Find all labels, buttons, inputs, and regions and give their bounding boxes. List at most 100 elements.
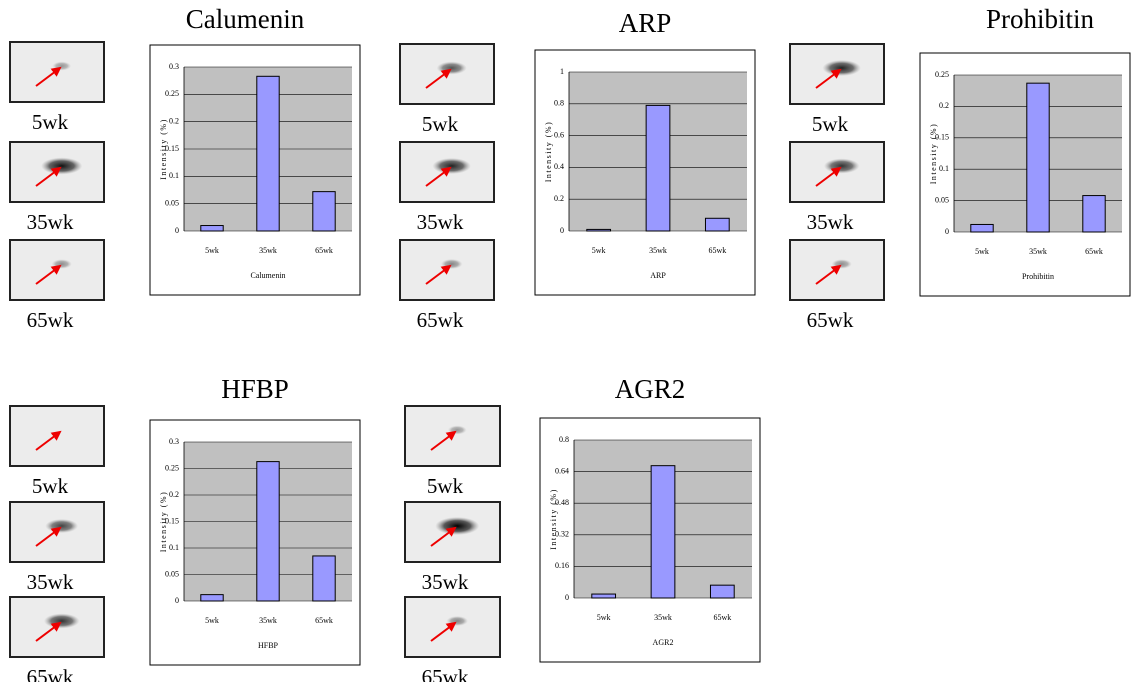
y-tick-label: 0.2 xyxy=(169,116,179,125)
y-axis-label: Intensity (%) xyxy=(549,488,558,550)
gel-spot xyxy=(832,259,852,269)
y-tick-label: 0 xyxy=(565,593,569,602)
y-tick-label: 0.1 xyxy=(169,171,179,180)
x-axis-label: AGR2 xyxy=(653,638,674,647)
bar xyxy=(1083,196,1105,232)
panel: HFBP5wk35wk65wk00.050.10.150.20.250.3Int… xyxy=(10,374,360,682)
y-axis-label: Intensity (%) xyxy=(159,491,168,553)
bar xyxy=(257,462,279,601)
bar xyxy=(592,594,616,598)
y-tick-label: 0.3 xyxy=(169,437,179,446)
y-tick-label: 0.05 xyxy=(935,195,949,204)
x-tick-label: 35wk xyxy=(654,613,672,622)
y-tick-label: 0.2 xyxy=(554,194,564,203)
x-tick-label: 35wk xyxy=(1029,247,1047,256)
gel-image xyxy=(10,42,104,102)
panel: AGR25wk35wk65wk00.160.320.480.640.8Inten… xyxy=(405,374,760,682)
bar xyxy=(257,76,279,231)
y-axis-label: Intensity (%) xyxy=(159,118,168,180)
y-tick-label: 0.6 xyxy=(554,130,564,139)
y-tick-label: 0 xyxy=(175,596,179,605)
panel: Prohibitin5wk35wk65wk00.050.10.150.20.25… xyxy=(790,4,1130,332)
x-tick-label: 5wk xyxy=(592,246,606,255)
gel-label: 5wk xyxy=(32,474,69,498)
chart-title: HFBP xyxy=(221,374,289,404)
x-tick-label: 5wk xyxy=(205,246,219,255)
bar xyxy=(201,226,223,231)
x-tick-label: 65wk xyxy=(708,246,726,255)
y-tick-label: 0 xyxy=(945,227,949,236)
bar xyxy=(710,585,734,598)
y-tick-label: 0.4 xyxy=(554,162,564,171)
gel-label: 35wk xyxy=(27,570,74,594)
y-tick-label: 0.2 xyxy=(939,101,949,110)
y-tick-label: 0.8 xyxy=(554,99,564,108)
y-axis-label: Intensity (%) xyxy=(929,123,938,185)
x-tick-label: 65wk xyxy=(315,616,333,625)
y-tick-label: 0.3 xyxy=(169,62,179,71)
x-tick-label: 35wk xyxy=(649,246,667,255)
y-tick-label: 0.1 xyxy=(169,543,179,552)
y-tick-label: 0 xyxy=(560,226,564,235)
bar xyxy=(646,105,670,231)
y-tick-label: 0.05 xyxy=(165,198,179,207)
panel: Calumenin5wk35wk65wk00.050.10.150.20.250… xyxy=(10,4,360,332)
x-tick-label: 65wk xyxy=(713,613,731,622)
gel-label: 65wk xyxy=(27,665,74,682)
bar xyxy=(313,192,335,231)
gel-spot xyxy=(45,519,78,533)
gel-label: 65wk xyxy=(807,308,854,332)
panel: ARP5wk35wk65wk00.20.40.60.81Intensity (%… xyxy=(400,8,755,332)
y-tick-label: 0.1 xyxy=(939,164,949,173)
gel-image xyxy=(405,597,500,657)
x-tick-label: 65wk xyxy=(315,246,333,255)
bar xyxy=(705,218,729,231)
y-tick-label: 0.8 xyxy=(559,435,569,444)
gel-image xyxy=(400,240,494,300)
bar xyxy=(201,595,223,601)
gel-spot xyxy=(823,60,861,76)
y-tick-label: 1 xyxy=(560,67,564,76)
y-tick-label: 0.05 xyxy=(165,569,179,578)
gel-spot xyxy=(52,62,71,71)
gel-label: 5wk xyxy=(32,110,69,134)
y-tick-label: 0.2 xyxy=(169,490,179,499)
gel-spot xyxy=(435,517,479,535)
gel-spot xyxy=(824,159,860,174)
gel-spot xyxy=(448,426,467,435)
x-axis-label: Calumenin xyxy=(250,271,285,280)
gel-label: 35wk xyxy=(807,210,854,234)
bar xyxy=(651,466,675,598)
gel-image xyxy=(10,406,104,466)
gel-spot xyxy=(437,62,467,75)
y-tick-label: 0.25 xyxy=(935,70,949,79)
x-tick-label: 5wk xyxy=(975,247,989,256)
x-tick-label: 5wk xyxy=(205,616,219,625)
gel-label: 35wk xyxy=(422,570,469,594)
y-tick-label: 0.64 xyxy=(555,466,569,475)
gel-image xyxy=(790,240,884,300)
gel-spot xyxy=(52,259,72,269)
gel-image xyxy=(10,240,104,300)
gel-label: 65wk xyxy=(417,308,464,332)
y-tick-label: 0 xyxy=(175,226,179,235)
figure: Calumenin5wk35wk65wk00.050.10.150.20.250… xyxy=(0,0,1134,682)
y-tick-label: 0.25 xyxy=(165,89,179,98)
gel-label: 5wk xyxy=(812,112,849,136)
x-tick-label: 35wk xyxy=(259,616,277,625)
x-tick-label: 65wk xyxy=(1085,247,1103,256)
x-tick-label: 5wk xyxy=(597,613,611,622)
chart-title: Calumenin xyxy=(186,4,305,34)
bar xyxy=(971,224,993,232)
bar xyxy=(587,229,611,231)
chart-title: AGR2 xyxy=(615,374,686,404)
gel-label: 65wk xyxy=(27,308,74,332)
x-axis-label: ARP xyxy=(650,271,666,280)
gel-spot xyxy=(44,614,80,629)
gel-label: 35wk xyxy=(27,210,74,234)
gel-label: 35wk xyxy=(417,210,464,234)
gel-label: 5wk xyxy=(422,112,459,136)
gel-label: 5wk xyxy=(427,474,464,498)
x-axis-label: HFBP xyxy=(258,641,279,650)
gel-spot xyxy=(41,158,82,175)
